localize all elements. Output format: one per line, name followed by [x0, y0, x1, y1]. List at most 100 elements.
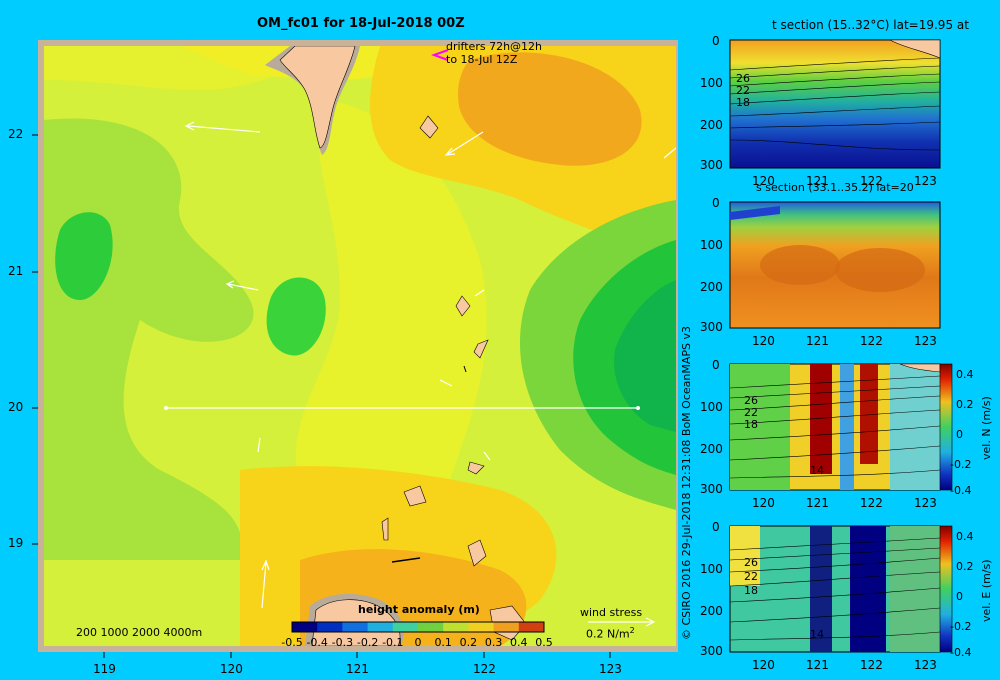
n-xtick-120: 120 — [752, 496, 775, 510]
region-green-east-core — [614, 280, 676, 432]
colorbar-border — [291, 621, 545, 633]
colorbar-segment — [443, 622, 469, 632]
island-4 — [467, 461, 485, 475]
e-ytick-0: 0 — [712, 520, 720, 534]
t-ytick-100: 100 — [700, 76, 723, 90]
map-xtick-4: 122 — [473, 662, 496, 676]
colorbar-segment — [493, 622, 520, 632]
s-section-high-1 — [760, 245, 840, 285]
veln-bar-tick-0: 0 — [956, 428, 963, 441]
n-contour-18: 18 — [744, 418, 758, 431]
n-ytick-300: 300 — [700, 482, 723, 496]
veln-contours — [729, 375, 941, 479]
wind-stress-label: wind stress — [580, 606, 643, 619]
map-axis-ticks — [32, 134, 611, 658]
drifter-arrows — [184, 121, 676, 609]
wind-stress-scale: 0.2 N/m2 — [586, 626, 635, 641]
colorbar-tick-label: 0.3 — [485, 636, 503, 649]
s-section-low-salinity — [730, 206, 780, 220]
depth-legend: 200 1000 2000 4000m — [76, 626, 203, 639]
e-contour-14: 14 — [810, 628, 824, 641]
vele-bar-tick--0.4: -0.4 — [950, 646, 972, 659]
colorbar-tick-label: 0 — [415, 636, 422, 649]
marker-2 — [391, 557, 421, 563]
colorbar-segment — [518, 622, 545, 632]
veln-bar-label: vel. N (m/s) — [980, 396, 993, 460]
e-contour-26: 26 — [744, 556, 758, 569]
n-contour-22: 22 — [744, 406, 758, 419]
t-xtick-121: 121 — [806, 174, 829, 188]
s-section-title: s section (33.1..35.2) lat=20 — [756, 181, 914, 194]
s-ytick-0: 0 — [712, 196, 720, 210]
colorbar-tick-label: 0.4 — [510, 636, 528, 649]
s-ytick-200: 200 — [700, 280, 723, 294]
colorbar-segment — [418, 622, 444, 632]
colorbar-segment — [468, 622, 495, 632]
section-line-start — [164, 406, 168, 410]
vele-bar-tick--0.2: -0.2 — [950, 620, 972, 633]
island-6 — [381, 517, 389, 541]
veln-green-west — [730, 364, 790, 490]
map-xtick-1: 119 — [93, 662, 116, 676]
e-contour-18: 18 — [744, 584, 758, 597]
veln-cyan-east — [890, 364, 940, 490]
n-contour-26: 26 — [744, 394, 758, 407]
e-xtick-121: 121 — [806, 658, 829, 672]
t-contour-18: 18 — [736, 96, 750, 109]
n-xtick-121: 121 — [806, 496, 829, 510]
veln-bar-tick--0.2: -0.2 — [950, 458, 972, 471]
e-ytick-300: 300 — [700, 644, 723, 658]
colorbar-label: height anomaly (m) — [358, 603, 480, 616]
drifters-note-line1: drifters 72h@12h — [446, 40, 543, 53]
s-section-panel — [729, 201, 941, 329]
region-green-blob-1 — [55, 212, 113, 300]
e-xtick-122: 122 — [860, 658, 883, 672]
e-contour-22: 22 — [744, 570, 758, 583]
vele-bar-tick-0.4: 0.4 — [956, 530, 974, 543]
veln-bar-tick-0.2: 0.2 — [956, 398, 974, 411]
colorbar-segment — [317, 622, 343, 632]
main-map: -0.5 -0.4 -0.3 -0.2 -0.1 0 0.1 0.2 0.3 0.4 0.5 — [32, 40, 678, 658]
t-section-panel — [729, 39, 941, 169]
t-section-title: t section (15..32°C) lat=19.95 at — [772, 18, 969, 32]
t-ytick-0: 0 — [712, 34, 720, 48]
map-ytick-1: 22 — [8, 127, 24, 141]
wind-stress-arrowhead — [645, 617, 656, 627]
vele-yellow-west — [730, 526, 760, 586]
s-section-high-2 — [835, 248, 925, 292]
t-section-field — [729, 39, 941, 169]
map-xtick-3: 121 — [346, 662, 369, 676]
n-contour-14: 14 — [810, 464, 824, 477]
colorbar-segment — [392, 622, 419, 632]
veln-colorbar — [939, 363, 953, 491]
vele-section-panel — [729, 525, 953, 653]
colorbar-tick-label: 0.5 — [535, 636, 553, 649]
section-panels — [729, 39, 953, 653]
n-xtick-122: 122 — [860, 496, 883, 510]
n-ytick-100: 100 — [700, 400, 723, 414]
t-xtick-122: 122 — [860, 174, 883, 188]
map-ytick-4: 19 — [8, 536, 24, 550]
t-xtick-123: 123 — [914, 174, 937, 188]
map-xtick-2: 120 — [220, 662, 243, 676]
veln-section-panel — [729, 363, 953, 491]
island-5 — [403, 485, 427, 507]
drifters-note-line2: to 18-Jul 12Z — [446, 53, 518, 66]
region-yellow-center — [295, 100, 487, 480]
wind-stress-scale-value: 0.2 N/m — [586, 627, 630, 641]
vele-bar-tick-0.2: 0.2 — [956, 560, 974, 573]
vele-blue-2 — [850, 526, 886, 652]
s-xtick-120: 120 — [752, 334, 775, 348]
e-xtick-120: 120 — [752, 658, 775, 672]
e-ytick-100: 100 — [700, 562, 723, 576]
e-xtick-123: 123 — [914, 658, 937, 672]
colorbar-tick-label: 0.2 — [460, 636, 478, 649]
s-xtick-123: 123 — [914, 334, 937, 348]
veln-red-1 — [810, 364, 832, 474]
vele-contours — [729, 537, 941, 641]
island-3 — [473, 339, 489, 359]
colorbar-tick-label: -0.4 — [306, 636, 327, 649]
t-ytick-300: 300 — [700, 158, 723, 172]
map-xtick-5: 123 — [599, 662, 622, 676]
vele-bar-label: vel. E (m/s) — [980, 559, 993, 622]
